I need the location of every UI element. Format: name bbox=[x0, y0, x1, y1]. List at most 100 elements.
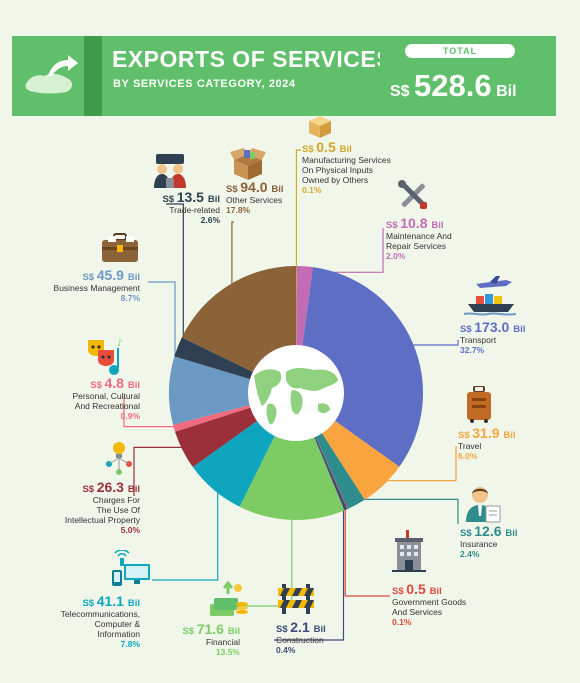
slice-value: S$ 31.9 Bil bbox=[458, 425, 516, 441]
value-number: 12.6 bbox=[474, 523, 506, 539]
unit-label: Bil bbox=[505, 528, 518, 539]
unit-label: Bil bbox=[503, 430, 516, 441]
leader-line-construction bbox=[274, 504, 345, 641]
unit-label: Bil bbox=[127, 380, 140, 391]
slice-name: And Services bbox=[392, 607, 443, 617]
slice-name: Repair Services bbox=[386, 241, 446, 251]
title-banner bbox=[12, 36, 380, 116]
slice-label-insurance: S$ 12.6 Bil Insurance 2.4% bbox=[460, 523, 518, 559]
slice-share: 2.0% bbox=[386, 251, 406, 261]
unit-label: Bil bbox=[271, 184, 284, 195]
slice-share: 0.4% bbox=[276, 645, 296, 655]
value-number: 31.9 bbox=[472, 425, 504, 441]
value-number: 71.6 bbox=[196, 621, 228, 637]
slice-name: Business Management bbox=[53, 283, 140, 293]
unit-label: Bil bbox=[313, 624, 326, 635]
slice-name: The Use Of bbox=[96, 505, 140, 515]
leader-line-trade-related bbox=[166, 203, 184, 349]
unit-label: Bil bbox=[339, 144, 352, 155]
slice-share: 32.7% bbox=[460, 345, 485, 355]
slice-name: Personal, Cultural bbox=[72, 391, 140, 401]
suitcase-icon bbox=[467, 386, 491, 423]
slice-name: Intellectual Property bbox=[64, 515, 140, 525]
singapore-map-export-icon bbox=[25, 55, 78, 94]
value-number: 41.1 bbox=[96, 593, 128, 609]
currency-label: S$ bbox=[276, 624, 291, 635]
currency-label: S$ bbox=[392, 586, 407, 597]
slice-share: 2.4% bbox=[460, 549, 480, 559]
unit-label: Bil bbox=[127, 598, 140, 609]
slice-share: 5.0% bbox=[120, 525, 140, 535]
money-icon bbox=[210, 580, 248, 616]
slice-share: 2.6% bbox=[200, 215, 220, 225]
unit-label: Bil bbox=[227, 626, 240, 637]
slice-name: Other Services bbox=[226, 195, 283, 205]
value-number: 45.9 bbox=[96, 267, 128, 283]
value-number: 94.0 bbox=[240, 179, 272, 195]
unit-label: Bil bbox=[513, 324, 526, 335]
currency-label: S$ bbox=[182, 626, 197, 637]
page-subtitle: BY SERVICES CATEGORY, 2024 bbox=[113, 78, 296, 90]
slice-transport bbox=[296, 267, 424, 467]
construction-barrier-icon bbox=[278, 584, 314, 614]
slice-value: S$ 12.6 Bil bbox=[460, 523, 518, 539]
slice-label-trade-related: S$ 13.5 Bil Trade-related 2.6% bbox=[0, 189, 220, 225]
currency-label: S$ bbox=[226, 184, 241, 195]
slice-value: S$ 4.8 Bil bbox=[0, 376, 140, 391]
slice-name: Charges For bbox=[92, 495, 140, 505]
currency-label: S$ bbox=[458, 430, 473, 441]
value-number: 2.1 bbox=[290, 619, 314, 635]
leader-line-transport bbox=[407, 340, 459, 346]
value-number: 0.5 bbox=[316, 139, 340, 155]
slice-value: S$ 71.6 Bil bbox=[0, 621, 240, 637]
leader-line-personal-cultural-and-recreational bbox=[123, 396, 180, 428]
currency-label: S$ bbox=[90, 380, 105, 391]
slice-name: Computer & bbox=[94, 619, 140, 629]
leader-line-maintenance-and-repair-services bbox=[304, 228, 384, 273]
svg-text:♪: ♪ bbox=[117, 339, 123, 349]
slice-label-government-goods-and-services: S$ 0.5 Bil Government Goods And Services 0.… bbox=[392, 581, 467, 627]
slice-name: Insurance bbox=[460, 539, 498, 549]
slice-value: S$ 0.5 Bil bbox=[392, 581, 466, 597]
slice-name: Trade-related bbox=[169, 205, 220, 215]
slice-label-manufacturing-services-on-physical-inputs-owned-by-others: S$ 0.5 Bil Manufacturing Services On Physi… bbox=[302, 139, 391, 195]
value-number: 13.5 bbox=[176, 189, 208, 205]
slice-label-business-management: S$ 45.9 Bil Business Management 8.7% bbox=[0, 267, 140, 303]
slice-share: 7.8% bbox=[120, 639, 140, 649]
value-number: 0.5 bbox=[406, 581, 430, 597]
slice-name: On Physical Inputs bbox=[302, 165, 373, 175]
slice-value: S$ 45.9 Bil bbox=[0, 267, 140, 283]
currency-label: S$ bbox=[302, 144, 317, 155]
slice-share: 17.8% bbox=[226, 205, 251, 215]
open-box-icon bbox=[230, 148, 266, 180]
slice-value: S$ 2.1 Bil bbox=[276, 619, 326, 635]
currency-label: S$ bbox=[82, 598, 97, 609]
slice-label-telecommunications-computer-information: S$ 41.1 Bil Telecommunications, Computer &… bbox=[0, 593, 140, 649]
slice-name: Owned by Others bbox=[302, 175, 369, 185]
slice-name: Transport bbox=[460, 335, 497, 345]
slice-value: S$ 26.3 Bil bbox=[0, 480, 140, 495]
slice-label-charges-for-the-use-of-intellectual-property: S$ 26.3 Bil Charges For The Use Of Intellec… bbox=[0, 480, 140, 535]
total-currency: S$ bbox=[390, 83, 410, 100]
slice-name: Government Goods bbox=[392, 597, 467, 607]
slice-label-financial: S$ 71.6 Bil Financial 13.5% bbox=[0, 621, 240, 657]
slice-label-other-services: S$ 94.0 Bil Other Services 17.8% bbox=[226, 179, 284, 215]
total-value: S$ 528.6 Bil bbox=[390, 68, 517, 104]
leader-line-charges-for-the-use-of-intellectual-property bbox=[133, 446, 188, 496]
unit-label: Bil bbox=[127, 272, 140, 283]
slice-name: Construction bbox=[276, 635, 324, 645]
currency-label: S$ bbox=[82, 272, 97, 283]
slice-name: And Recreational bbox=[74, 401, 140, 411]
telecom-devices-icon bbox=[112, 550, 150, 586]
total-unit: Bil bbox=[496, 83, 517, 100]
slice-value: S$ 13.5 Bil bbox=[0, 189, 220, 205]
leader-line-business-management bbox=[148, 281, 176, 391]
briefcase-icon bbox=[102, 233, 138, 262]
slice-value: S$ 0.5 Bil bbox=[302, 139, 391, 155]
trade-people-icon bbox=[154, 154, 186, 188]
slice-value: S$ 10.8 Bil bbox=[386, 216, 452, 231]
slice-name: Telecommunications, bbox=[60, 609, 140, 619]
slice-name: Travel bbox=[458, 441, 482, 451]
slice-value: S$ 41.1 Bil bbox=[0, 593, 140, 609]
